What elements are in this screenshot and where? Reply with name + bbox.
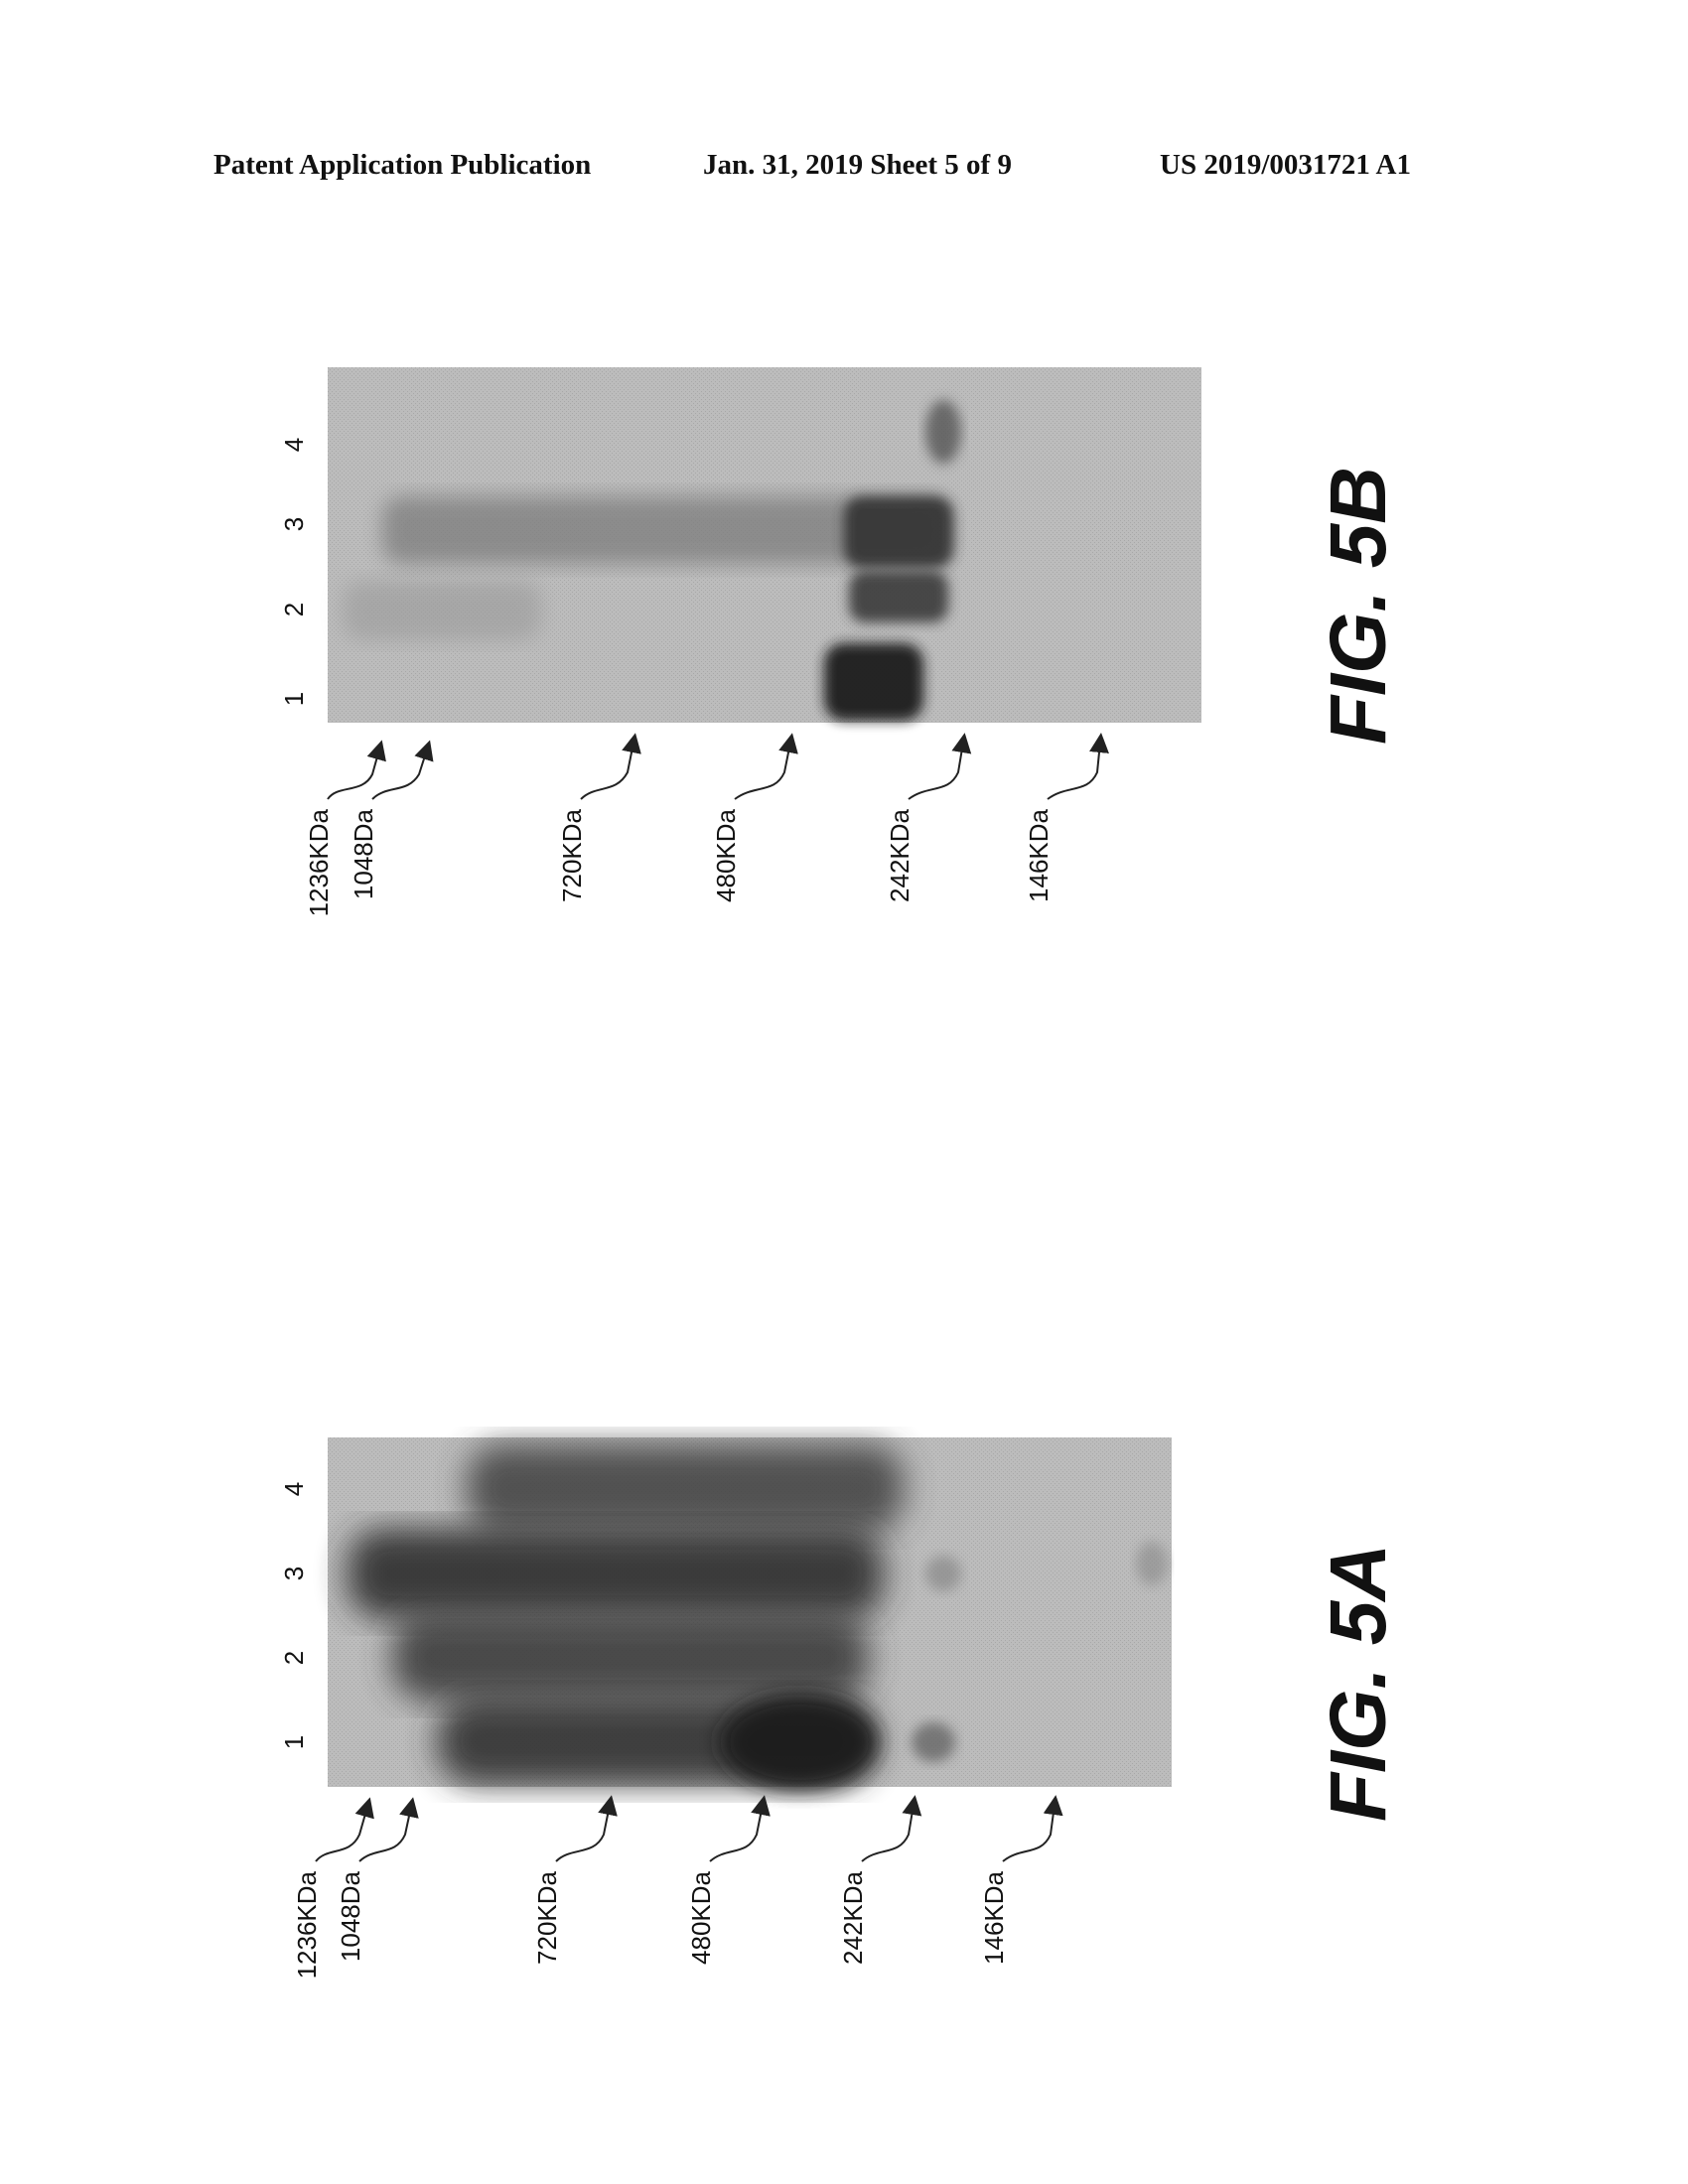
marker-arrow-5a-146 [1003,1805,1055,1861]
marker-arrow-5a-1048 [359,1807,411,1861]
marker-label-5a-1048: 1048Da [336,1870,365,1962]
marker-label-5b-480: 480KDa [711,808,741,901]
marker-arrow-5b-1236 [328,750,379,799]
marker-label-5b-1236: 1236KDa [304,808,334,916]
figure-label-5a: FIG. 5A [1314,1544,1402,1822]
band-5b-lane2-faint [343,581,541,640]
marker-label-5b-1048: 1048Da [349,808,378,899]
marker-arrow-5a-480 [710,1805,763,1861]
markers-5a: 1236KDa 1048Da 720KDa 480KDa 242KDa 146K… [292,1805,1055,1979]
lane-label-5a-1: 1 [279,1735,309,1749]
band-5b-lane3-dark [844,496,953,568]
marker-label-5a-480: 480KDa [686,1870,716,1964]
marker-label-5a-720: 720KDa [532,1870,562,1964]
lane-label-5a-4: 4 [279,1482,309,1496]
band-5b-lane4-spot [925,400,961,464]
band-5a-lane2 [392,1613,869,1701]
marker-label-5a-242: 242KDa [838,1870,868,1964]
marker-arrow-5a-1236 [316,1807,367,1861]
marker-arrow-5b-1048 [372,750,427,799]
figure-5b: 4 3 2 1 1236KDa 1048Da 720KDa 480KDa 242… [279,367,1402,916]
marker-arrow-5b-242 [909,743,963,799]
band-5a-lane3-spot [925,1556,961,1591]
band-5b-lane2-dark [849,571,948,622]
marker-label-5a-1236: 1236KDa [292,1870,322,1979]
marker-label-5b-720: 720KDa [557,808,587,901]
marker-label-5a-146: 146KDa [979,1870,1009,1964]
lane-label-5a-3: 3 [279,1567,309,1580]
lane-label-5b-2: 2 [279,603,309,616]
marker-arrow-5a-242 [862,1805,914,1861]
band-5a-lane4 [467,1444,904,1532]
marker-label-5b-146: 146KDa [1024,808,1054,901]
band-5a-lane3 [348,1529,884,1618]
marker-arrow-5a-720 [556,1805,610,1861]
marker-arrow-5b-720 [581,743,633,799]
band-5a-lane1-dark [720,1695,879,1790]
marker-arrow-5b-480 [735,743,790,799]
markers-5b: 1236KDa 1048Da 720KDa 480KDa 242KDa 146K… [304,743,1100,916]
band-5b-lane1-strong [824,643,923,721]
lane-label-5b-3: 3 [279,517,309,531]
figure-5a: 4 3 2 1 1236KDa 1048Da 720KDa 480KDa 242… [279,1437,1402,1979]
lane-label-5b-4: 4 [279,438,309,452]
band-5a-lane3-far-spot [1136,1542,1168,1585]
band-5a-lane1-spot [912,1722,955,1762]
marker-label-5b-242: 242KDa [885,808,914,901]
lane-label-5a-2: 2 [279,1651,309,1665]
figure-label-5b: FIG. 5B [1314,467,1402,745]
marker-arrow-5b-146 [1048,743,1100,799]
lane-label-5b-1: 1 [279,692,309,706]
